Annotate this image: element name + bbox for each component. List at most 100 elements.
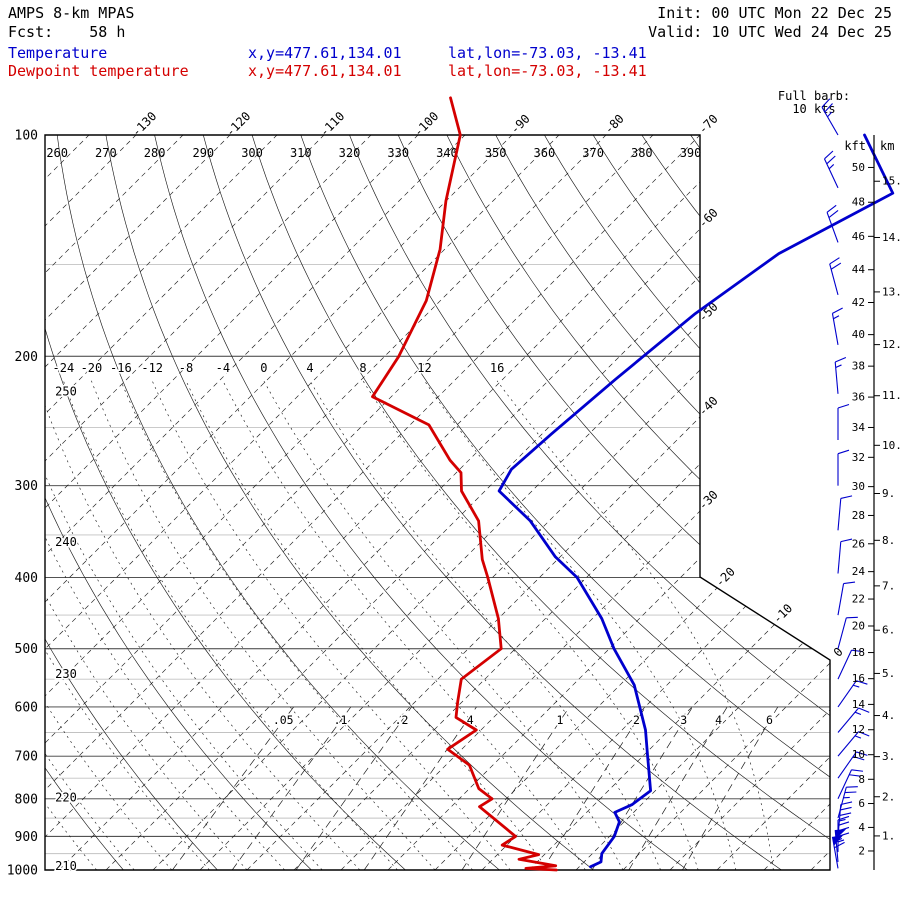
svg-text:700: 700 [15, 750, 38, 765]
svg-text:-4: -4 [216, 361, 230, 375]
svg-text:-90: -90 [508, 112, 533, 137]
svg-text:9.: 9. [882, 487, 895, 500]
svg-text:38: 38 [852, 360, 865, 373]
svg-text:4: 4 [715, 713, 722, 727]
svg-text:270: 270 [95, 146, 117, 160]
plot-outline [44, 134, 831, 871]
svg-text:10.: 10. [882, 439, 900, 452]
svg-text:.4: .4 [460, 713, 474, 727]
svg-text:330: 330 [387, 146, 409, 160]
svg-text:360: 360 [534, 146, 556, 160]
svg-text:340: 340 [436, 146, 458, 160]
wind-barb-legend-line1: Full barb: [777, 89, 851, 103]
model-name: AMPS 8-km MPAS [8, 4, 135, 22]
svg-text:6: 6 [858, 797, 865, 810]
svg-text:1000: 1000 [7, 864, 38, 879]
svg-text:26: 26 [852, 537, 865, 550]
svg-text:320: 320 [339, 146, 361, 160]
svg-text:250: 250 [55, 385, 77, 399]
svg-text:310: 310 [290, 146, 312, 160]
svg-text:800: 800 [15, 792, 38, 807]
svg-text:16: 16 [490, 361, 504, 375]
temperature-trace [497, 133, 895, 869]
svg-text:15.: 15. [882, 175, 900, 188]
svg-text:-70: -70 [696, 112, 721, 137]
svg-text:1.: 1. [882, 829, 895, 842]
svg-text:300: 300 [241, 146, 263, 160]
svg-text:40: 40 [852, 328, 865, 341]
temperature-legend-label: Temperature [8, 44, 108, 62]
svg-text:4.: 4. [882, 709, 895, 722]
svg-text:8: 8 [359, 361, 366, 375]
temperature-latlon: lat,lon=-73.03, -13.41 [448, 44, 647, 62]
svg-text:230: 230 [55, 667, 77, 681]
svg-text:210: 210 [55, 859, 77, 873]
svg-text:-10: -10 [770, 601, 795, 626]
svg-text:44: 44 [852, 263, 866, 276]
init-time: Init: 00 UTC Mon 22 Dec 25 [657, 4, 892, 22]
svg-text:14: 14 [852, 698, 866, 711]
svg-text:290: 290 [192, 146, 214, 160]
pressure-gridlines [45, 263, 830, 855]
valid-time: Valid: 10 UTC Wed 24 Dec 25 [648, 23, 892, 41]
dewpoint-trace [371, 96, 558, 872]
plot-labels: 100 200 300 400 500 600 700 800 900 1000 .05 .1 .2 .4… [7, 109, 846, 878]
svg-text:370: 370 [582, 146, 604, 160]
svg-text:.05: .05 [273, 713, 294, 727]
svg-text:1: 1 [557, 713, 564, 727]
svg-text:8.: 8. [882, 534, 895, 547]
svg-text:2: 2 [858, 844, 865, 857]
svg-text:34: 34 [852, 421, 866, 434]
svg-text:3: 3 [680, 713, 687, 727]
svg-text:3.: 3. [882, 750, 895, 763]
svg-text:8: 8 [858, 773, 865, 786]
svg-text:390: 390 [680, 146, 702, 160]
sounding-curves [371, 96, 895, 872]
height-axes: kft km50484644424038363432302826242220181… [844, 135, 900, 870]
svg-text:4: 4 [858, 821, 865, 834]
svg-text:-20: -20 [81, 361, 103, 375]
svg-text:600: 600 [15, 700, 38, 715]
svg-text:kft: kft [844, 139, 866, 153]
temperature-xy: x,y=477.61,134.01 [248, 44, 402, 62]
svg-text:13.: 13. [882, 285, 900, 298]
svg-text:-24: -24 [53, 361, 75, 375]
svg-text:.1: .1 [334, 713, 348, 727]
svg-text:100: 100 [15, 129, 38, 144]
svg-text:50: 50 [852, 161, 865, 174]
svg-text:-20: -20 [713, 564, 738, 589]
svg-text:14.: 14. [882, 231, 900, 244]
svg-text:5.: 5. [882, 667, 895, 680]
svg-text:-16: -16 [110, 361, 132, 375]
svg-text:11.: 11. [882, 389, 900, 402]
svg-text:0: 0 [260, 361, 267, 375]
svg-text:380: 380 [631, 146, 653, 160]
thermodynamic-background-lines [45, 135, 830, 870]
svg-text:900: 900 [15, 830, 38, 845]
svg-text:32: 32 [852, 451, 865, 464]
svg-text:200: 200 [15, 350, 38, 365]
svg-text:-80: -80 [602, 112, 627, 137]
svg-text:20: 20 [852, 620, 865, 633]
svg-text:46: 46 [852, 230, 865, 243]
dewpoint-legend-label: Dewpoint temperature [8, 62, 189, 80]
svg-text:260: 260 [46, 146, 68, 160]
dewpoint-xy: x,y=477.61,134.01 [248, 62, 402, 80]
svg-text:280: 280 [144, 146, 166, 160]
svg-text:4: 4 [306, 361, 313, 375]
dewpoint-latlon: lat,lon=-73.03, -13.41 [448, 62, 647, 80]
svg-text:42: 42 [852, 296, 865, 309]
svg-text:16: 16 [852, 672, 865, 685]
svg-text:220: 220 [55, 790, 77, 804]
forecast-hour: Fcst: 58 h [8, 23, 126, 41]
svg-text:350: 350 [485, 146, 507, 160]
svg-text:48: 48 [852, 196, 865, 209]
svg-text:2: 2 [633, 713, 640, 727]
svg-text:300: 300 [15, 479, 38, 494]
svg-text:36: 36 [852, 391, 865, 404]
svg-text:18: 18 [852, 646, 865, 659]
svg-text:10: 10 [852, 748, 865, 761]
svg-text:28: 28 [852, 509, 865, 522]
